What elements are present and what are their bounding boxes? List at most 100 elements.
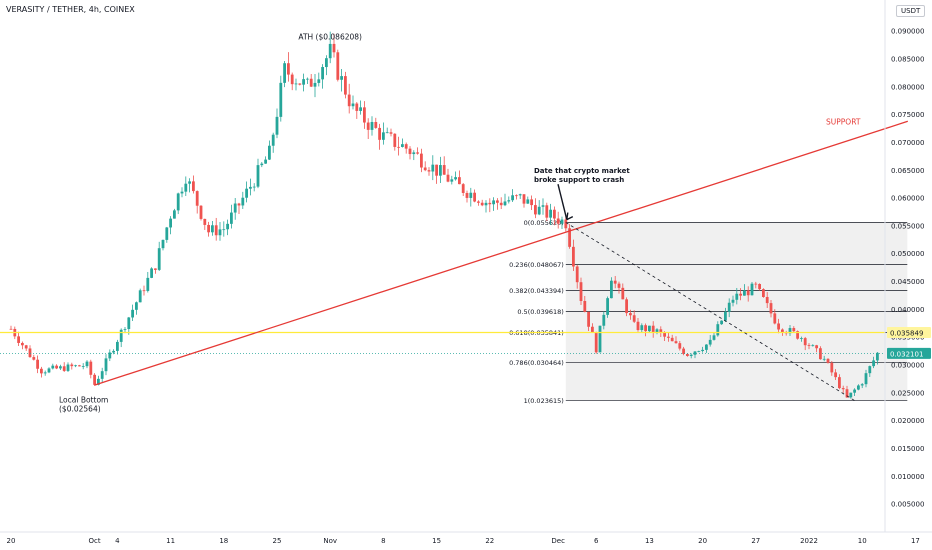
candle-body [556,218,560,224]
candle-body [477,201,480,203]
candle-body [298,83,302,85]
candle-body [640,325,644,331]
y-tick-label: 0.020000 [891,417,924,425]
candle-body [632,315,636,322]
local-bottom-annotation-line2: ($0.02564) [59,404,101,413]
y-tick-label: 0.075000 [891,111,924,119]
candle-body [651,325,655,333]
candle-body [385,132,389,134]
candle-body [150,268,153,278]
candle-body [93,374,96,385]
candle-body [66,364,70,371]
candle-body [233,203,237,213]
candle-body [579,282,583,301]
time-axis[interactable]: 20 Oct 4 11 18 25 Nov 8 15 22 Dec 6 13 20 27 2022 10 17 [0,531,932,545]
candle-body [416,152,419,154]
candle-body [549,209,552,218]
candle-body [78,365,81,367]
candle-body [55,365,58,369]
candle-body [826,358,830,363]
support-trendline[interactable] [94,120,909,386]
fib-level-label: 1(0.023615) [524,397,564,405]
candle-body [378,127,381,140]
candle-body [184,183,188,192]
candle-body [773,313,777,324]
candle-body [302,79,305,85]
candle-body [754,283,758,285]
crash-arrow-head [566,212,574,221]
candle-body [701,349,704,352]
candle-body [24,345,28,349]
candle-body [9,328,13,330]
candle-body [530,199,533,206]
candle-body [157,248,161,270]
candle-body [636,321,640,331]
candle-body [857,385,860,390]
candle-body [97,378,100,385]
candle-body [347,94,351,107]
candle-body [138,290,142,303]
candle-body [553,209,556,219]
candle-body [746,290,750,296]
currency-badge[interactable]: USDT [896,5,926,17]
candle-body [309,78,313,87]
candle-body [366,122,370,130]
candle-body [716,324,720,336]
candle-body [313,82,317,87]
candle-body [226,223,229,230]
candle-body [876,352,879,361]
fib-level-label: 0.382(0.043394) [509,287,564,295]
candle-body [674,341,678,344]
candle-body [792,328,796,332]
fibonacci-retracement[interactable]: 0(0.055620) 0.236(0.048067) 0.382(0.043394… [509,219,908,405]
candle-body [435,164,438,176]
candle-body [682,348,685,354]
local-bottom-annotation-line1: Local Bottom [59,395,108,404]
y-tick-label: 0.065000 [891,167,924,175]
y-tick-label: 0.060000 [891,195,924,203]
candle-body [822,358,826,360]
y-tick-label: 0.015000 [891,445,924,453]
chart-drawings[interactable]: ATH ($0.086208) SUPPORT Date that crypto m… [0,32,909,413]
price-axis[interactable]: 0.005000 0.010000 0.015000 0.020000 0.025000… [884,0,931,532]
support-annotation: SUPPORT [826,117,861,126]
candle-body [40,368,43,374]
candle-body [663,332,666,337]
candle-body [355,103,359,111]
y-tick-label: 0.080000 [891,83,924,91]
candle-body [446,174,450,182]
x-tick-label: 13 [645,537,654,545]
candle-body [104,358,108,372]
candle-body [218,229,222,236]
candle-body [648,325,651,332]
candle-body [564,219,568,229]
candle-body [872,360,875,367]
fib-trend-line[interactable] [565,222,855,401]
candle-body [230,212,233,224]
candle-body [568,228,571,247]
candle-body [192,181,195,192]
candle-body [473,192,476,202]
candle-body [241,197,245,206]
candle-body [374,121,378,128]
y-tick-label: 0.040000 [891,306,924,314]
candle-body [769,303,773,314]
candle-body [249,186,252,189]
candle-body [800,338,803,339]
candle-body [340,76,343,80]
candle-body [705,344,708,350]
candle-body [560,219,564,224]
candle-body [803,338,807,346]
y-tick-label: 0.045000 [891,278,924,286]
candle-body [830,362,834,373]
candle-body [484,202,488,206]
x-tick-label: 20 [698,537,707,545]
candle-body [492,200,495,205]
candle-body [389,132,393,134]
fib-level-label: 0.5(0.039618) [517,308,563,316]
candle-body [325,58,328,68]
candle-body [332,43,336,53]
candle-body [382,132,385,140]
candle-body [511,195,514,201]
